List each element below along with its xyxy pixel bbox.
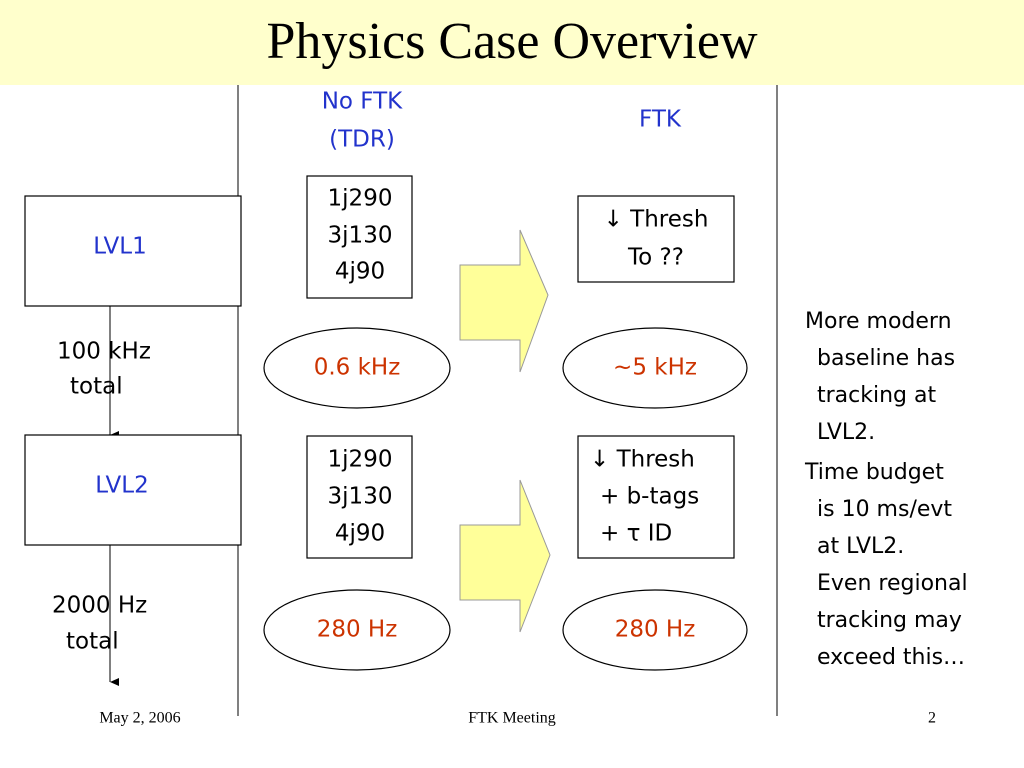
rate-ellipse xyxy=(562,589,748,671)
note-line: Time budget xyxy=(804,460,944,485)
note-line: LVL2. xyxy=(817,420,875,445)
column-header: (TDR) xyxy=(329,127,395,153)
rate-text: 0.6 kHz xyxy=(314,355,401,381)
block-arrow xyxy=(459,479,551,633)
level-label: LVL1 xyxy=(93,234,146,260)
note-line: tracking may xyxy=(817,608,962,633)
trigger-text: 3j130 xyxy=(328,223,393,249)
column-header: No FTK xyxy=(322,89,403,115)
column-header: FTK xyxy=(639,107,682,133)
note-line: baseline has xyxy=(817,346,955,371)
change-text: ↓ Thresh xyxy=(604,207,709,233)
level-label: LVL2 xyxy=(95,473,148,499)
rate-text: 100 kHz xyxy=(57,339,151,365)
trigger-text: 1j290 xyxy=(328,447,393,473)
notes: More modern baseline has tracking at LVL2. T… xyxy=(804,309,968,670)
trigger-text: 3j130 xyxy=(328,484,393,510)
trigger-box xyxy=(306,175,413,299)
trigger-text: 4j90 xyxy=(335,521,385,547)
rate-ellipse xyxy=(562,327,748,409)
level-box xyxy=(24,434,242,546)
note-line: at LVL2. xyxy=(817,534,904,559)
change-box xyxy=(577,195,735,283)
title-band xyxy=(0,0,1024,85)
change-text: + b-tags xyxy=(600,484,699,510)
note-line: Even regional xyxy=(817,571,968,596)
rate-text: 2000 Hz xyxy=(52,593,147,619)
change-text: To ?? xyxy=(627,245,684,271)
footer-page: 2 xyxy=(928,710,936,727)
rate-text: 280 Hz xyxy=(317,617,398,643)
change-box xyxy=(577,435,735,559)
note-line: is 10 ms/evt xyxy=(817,497,952,522)
rate-text: 280 Hz xyxy=(615,617,696,643)
rate-text: total xyxy=(66,629,119,655)
level-box xyxy=(24,195,242,307)
trigger-text: 4j90 xyxy=(335,259,385,285)
rate-ellipse xyxy=(263,589,451,671)
change-text: + τ ID xyxy=(600,521,672,547)
footer-date: May 2, 2006 xyxy=(99,710,180,727)
rate-text: ~5 kHz xyxy=(613,355,697,381)
block-arrow xyxy=(459,229,549,373)
footer-meeting: FTK Meeting xyxy=(468,710,556,727)
change-text: ↓ Thresh xyxy=(590,447,695,473)
trigger-box xyxy=(306,435,413,559)
note-line: tracking at xyxy=(817,383,936,408)
rate-ellipse xyxy=(263,327,451,409)
trigger-text: 1j290 xyxy=(328,186,393,212)
note-line: More modern xyxy=(805,309,952,334)
slide-title: Physics Case Overview xyxy=(266,13,757,70)
rate-text: total xyxy=(70,374,123,400)
note-line: exceed this… xyxy=(817,645,965,670)
